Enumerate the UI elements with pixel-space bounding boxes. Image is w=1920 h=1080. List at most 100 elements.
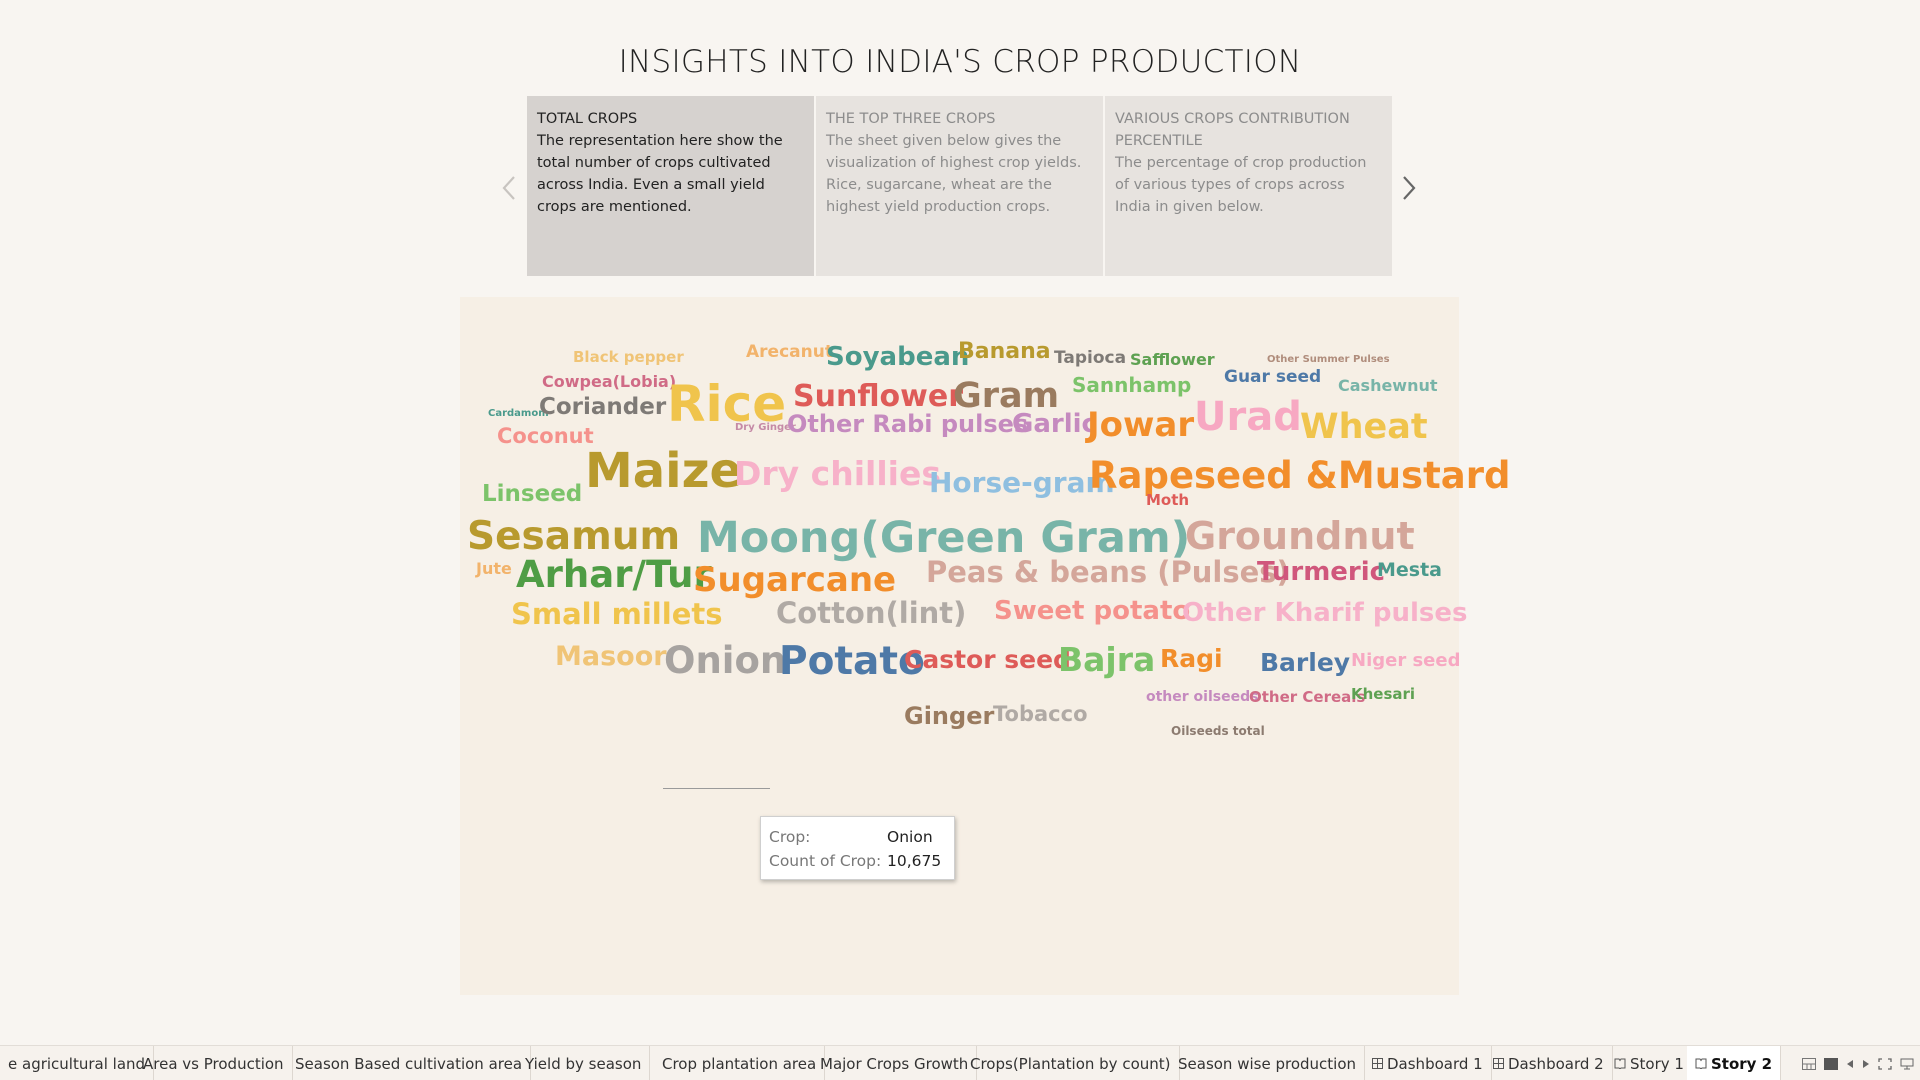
crop-word[interactable]: Khesari (1351, 685, 1416, 703)
story-point-top-three-crops[interactable]: THE TOP THREE CROPS The sheet given belo… (816, 96, 1103, 276)
story-point-contribution-percentile[interactable]: VARIOUS CROPS CONTRIBUTION PERCENTILE Th… (1105, 96, 1392, 276)
crop-word[interactable]: other oilseeds (1146, 689, 1259, 705)
story-points: TOTAL CROPS The representation here show… (527, 96, 1392, 276)
crop-word[interactable]: Horse-gram (929, 466, 1115, 499)
crop-word[interactable]: Safflower (1130, 350, 1215, 369)
crop-word[interactable]: Dry chillies (734, 454, 941, 493)
sheet-tab[interactable]: Crops(Plantation by count) (962, 1046, 1180, 1080)
tooltip-count-value: 10,675 (887, 852, 942, 870)
story-point-title: THE TOP THREE CROPS (826, 111, 996, 127)
previous-point-button[interactable] (494, 168, 524, 208)
view-controls (1802, 1046, 1914, 1080)
story-title: INSIGHTS INTO INDIA'S CROP PRODUCTION (618, 44, 1302, 80)
crop-word[interactable]: Maize (585, 443, 743, 499)
crop-word[interactable]: Cardamom (488, 408, 549, 419)
crop-word[interactable]: Castor seed (904, 645, 1071, 674)
crop-word[interactable]: Dry Ginger (735, 422, 796, 433)
crop-word[interactable]: Sweet potato (994, 596, 1191, 626)
sheet-tab[interactable]: Yield by season (517, 1046, 651, 1080)
dashboard-icon (1372, 1058, 1383, 1069)
crop-word[interactable]: Guar seed (1224, 367, 1322, 387)
crop-word[interactable]: Urad (1194, 394, 1302, 440)
story-point-title: TOTAL CROPS (537, 111, 638, 127)
crop-word[interactable]: Tobacco (993, 702, 1088, 726)
crop-word[interactable]: Niger seed (1351, 650, 1461, 671)
crop-word[interactable]: Masoor (555, 641, 667, 672)
crop-word[interactable]: Other Kharif pulses (1182, 598, 1468, 628)
sheet-tab-label: Dashboard 1 (1387, 1054, 1483, 1073)
crop-word[interactable]: Gram (953, 376, 1060, 416)
story-point-description: The sheet given below gives the visualiz… (826, 133, 1082, 215)
crop-word[interactable]: Coconut (497, 424, 594, 448)
crop-word[interactable]: Cotton(lint) (776, 596, 967, 630)
crop-word[interactable]: Rice (667, 375, 787, 433)
crop-word[interactable]: Groundnut (1185, 514, 1415, 558)
sheet-tab[interactable]: Dashboard 1 (1364, 1046, 1492, 1080)
crop-word[interactable]: Other Summer Pulses (1267, 354, 1390, 365)
sheet-tab[interactable]: Story 2 (1687, 1046, 1782, 1080)
crop-word[interactable]: Bajra (1058, 640, 1156, 679)
crop-word[interactable]: Black pepper (573, 348, 684, 366)
crop-word[interactable]: Moth (1146, 491, 1190, 509)
present-icon[interactable] (1900, 1058, 1914, 1070)
crop-word[interactable]: Sannhamp (1072, 373, 1192, 397)
crop-word[interactable]: Ragi (1160, 644, 1223, 673)
crop-word[interactable]: Other Rabi pulses (787, 410, 1029, 438)
crop-word[interactable]: Moong(Green Gram) (697, 513, 1191, 563)
story-point-total-crops[interactable]: TOTAL CROPS The representation here show… (527, 96, 814, 276)
sheet-tab[interactable]: Area vs Production (135, 1046, 293, 1080)
crop-word[interactable]: Rapeseed &Mustard (1089, 454, 1511, 497)
story-point-title: VARIOUS CROPS CONTRIBUTION PERCENTILE (1115, 111, 1350, 149)
sheet-tab-label: Crops(Plantation by count) (970, 1054, 1171, 1073)
crop-word[interactable]: Wheat (1300, 407, 1428, 447)
crop-word[interactable]: Sugarcane (693, 560, 897, 600)
chevron-left-icon (502, 176, 515, 200)
crop-word[interactable]: Potato (779, 639, 925, 684)
crop-word[interactable]: Coriander (539, 394, 667, 420)
crop-word[interactable]: Turmeric (1257, 557, 1386, 587)
sheet-tab[interactable]: Major Crops Growth (812, 1046, 978, 1080)
sheet-tab[interactable]: Crop plantation area (654, 1046, 826, 1080)
crop-word[interactable]: Garlic (1012, 409, 1097, 439)
crop-word[interactable]: Arhar/Tur (516, 553, 712, 596)
crop-word[interactable]: Soyabean (826, 342, 970, 372)
story-point-description: The representation here show the total n… (537, 133, 783, 215)
chevron-right-icon (1403, 176, 1416, 200)
sheet-tab[interactable]: Season wise production (1170, 1046, 1366, 1080)
crop-word[interactable]: Small millets (511, 597, 723, 631)
crop-word[interactable]: Sunflower (793, 379, 964, 414)
crop-word[interactable]: Banana (958, 339, 1051, 364)
crop-word[interactable]: Ginger (904, 702, 995, 730)
show-sheets-grid-icon[interactable] (1802, 1057, 1816, 1070)
sheet-tab-label: Area vs Production (143, 1054, 284, 1073)
crop-word[interactable]: Cowpea(Lobia) (542, 372, 677, 391)
crop-tooltip: Crop: Onion Count of Crop: 10,675 (760, 816, 955, 880)
scroll-tabs-left-icon[interactable] (1846, 1059, 1854, 1069)
scroll-tabs-right-icon[interactable] (1862, 1059, 1870, 1069)
crop-word[interactable]: Jute (476, 559, 512, 578)
next-point-button[interactable] (1394, 168, 1424, 208)
crop-word[interactable]: Jowar (1087, 405, 1195, 445)
crop-word[interactable]: Onion (664, 639, 787, 682)
crop-word[interactable]: Sesamum (467, 514, 681, 559)
sheet-tab-label: Yield by season (525, 1054, 642, 1073)
crop-word[interactable]: Cashewnut (1338, 376, 1438, 395)
crop-word[interactable]: Barley (1260, 648, 1351, 677)
show-filmstrip-icon[interactable] (1824, 1057, 1838, 1070)
sheet-tab-label: Season Based cultivation area (295, 1054, 523, 1073)
crop-word[interactable]: Other Cereals (1249, 688, 1366, 706)
story-icon (1614, 1058, 1626, 1069)
crop-word[interactable]: Linseed (482, 481, 583, 507)
sheet-tab[interactable]: e agricultural land (0, 1046, 155, 1080)
crop-word[interactable]: Oilseeds total (1171, 724, 1265, 738)
sheet-tab[interactable]: Season Based cultivation area (287, 1046, 532, 1080)
sheet-tab[interactable]: Dashboard 2 (1485, 1046, 1613, 1080)
crop-word[interactable]: Arecanut (746, 342, 833, 362)
presentation-mode-icon[interactable] (1878, 1057, 1892, 1070)
sheet-tab-bar: e agricultural land Area vs Production Sea… (0, 1045, 1920, 1080)
crop-word[interactable]: Mesta (1377, 559, 1443, 581)
sheet-tab[interactable]: Story 1 (1606, 1046, 1693, 1080)
crop-word[interactable]: Tapioca (1054, 348, 1127, 368)
tooltip-crop-label: Crop: (769, 828, 811, 846)
crop-word[interactable]: Peas & beans (Pulses) (926, 555, 1290, 589)
